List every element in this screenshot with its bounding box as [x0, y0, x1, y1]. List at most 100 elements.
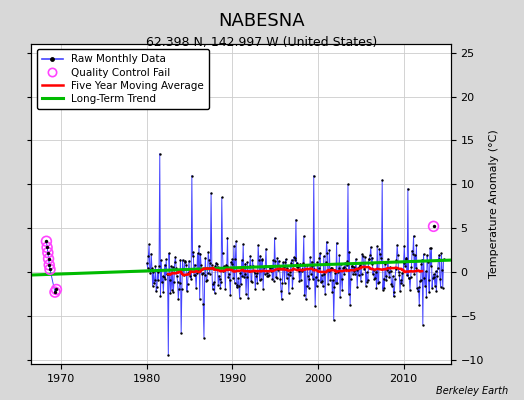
Point: [184, 270, 192, 276]
Point: [355, 264, 364, 270]
Point: [381, 261, 389, 268]
Point: [225, 270, 233, 277]
Point: [193, 269, 201, 276]
Point: [199, 270, 207, 276]
Point: [235, 283, 243, 289]
Point: [423, 252, 431, 258]
Point: [254, 242, 263, 248]
Point: [298, 266, 306, 272]
Point: [280, 264, 288, 270]
Point: [352, 256, 360, 262]
Point: [166, 290, 174, 296]
Point: [193, 250, 202, 257]
Point: [45, 256, 53, 262]
Point: [362, 269, 370, 276]
Point: [219, 249, 227, 256]
Point: [155, 263, 163, 269]
Point: [369, 267, 378, 273]
Point: [156, 293, 165, 300]
Point: [200, 334, 208, 341]
Point: [264, 273, 272, 279]
Point: [388, 283, 396, 289]
Point: [205, 270, 214, 277]
Point: [419, 321, 427, 328]
Point: [175, 286, 183, 292]
Point: [238, 273, 247, 280]
Point: [322, 238, 331, 245]
Point: [377, 255, 385, 262]
Point: [267, 268, 275, 274]
Point: [343, 258, 352, 265]
Point: [334, 269, 342, 276]
Point: [326, 265, 335, 272]
Point: [371, 275, 379, 282]
Point: [167, 263, 176, 270]
Point: [333, 280, 342, 286]
Point: [152, 284, 161, 290]
Point: [329, 277, 337, 284]
Point: [245, 263, 254, 269]
Point: [208, 262, 216, 268]
Point: [383, 277, 391, 284]
Point: [163, 271, 172, 277]
Point: [156, 150, 164, 157]
Point: [42, 238, 51, 244]
Point: [305, 276, 314, 282]
Point: [269, 257, 277, 264]
Point: [180, 272, 188, 279]
Point: [328, 289, 336, 295]
Point: [359, 264, 368, 270]
Point: [154, 277, 162, 283]
Point: [405, 275, 413, 282]
Point: [296, 260, 304, 267]
Point: [403, 272, 411, 279]
Point: [307, 271, 315, 277]
Point: [182, 262, 190, 269]
Y-axis label: Temperature Anomaly (°C): Temperature Anomaly (°C): [489, 130, 499, 278]
Point: [372, 268, 380, 275]
Point: [401, 262, 409, 269]
Point: [172, 265, 180, 271]
Point: [213, 264, 222, 271]
Point: [370, 276, 378, 283]
Point: [168, 264, 177, 270]
Point: [201, 255, 210, 261]
Point: [176, 256, 184, 263]
Point: [282, 275, 291, 282]
Point: [400, 243, 409, 249]
Point: [310, 172, 318, 179]
Point: [342, 266, 350, 273]
Point: [170, 278, 178, 285]
Point: [181, 258, 190, 264]
Point: [363, 279, 372, 285]
Point: [331, 270, 340, 276]
Point: [379, 286, 387, 293]
Point: [416, 278, 424, 284]
Point: [150, 277, 159, 283]
Point: [434, 265, 442, 271]
Point: [177, 330, 185, 336]
Point: [385, 274, 394, 280]
Point: [202, 277, 210, 284]
Point: [247, 278, 256, 285]
Point: [151, 263, 160, 270]
Point: [428, 284, 436, 291]
Point: [291, 257, 299, 263]
Point: [263, 270, 271, 276]
Point: [395, 271, 403, 278]
Point: [408, 247, 417, 254]
Point: [231, 280, 239, 286]
Point: [389, 273, 397, 280]
Point: [357, 277, 365, 284]
Point: [318, 277, 326, 284]
Point: [183, 280, 192, 287]
Point: [206, 260, 214, 267]
Point: [306, 254, 314, 260]
Point: [249, 268, 258, 274]
Point: [409, 250, 417, 257]
Point: [292, 216, 300, 223]
Point: [185, 258, 193, 264]
Point: [145, 241, 153, 248]
Point: [248, 256, 257, 263]
Point: [279, 259, 287, 266]
